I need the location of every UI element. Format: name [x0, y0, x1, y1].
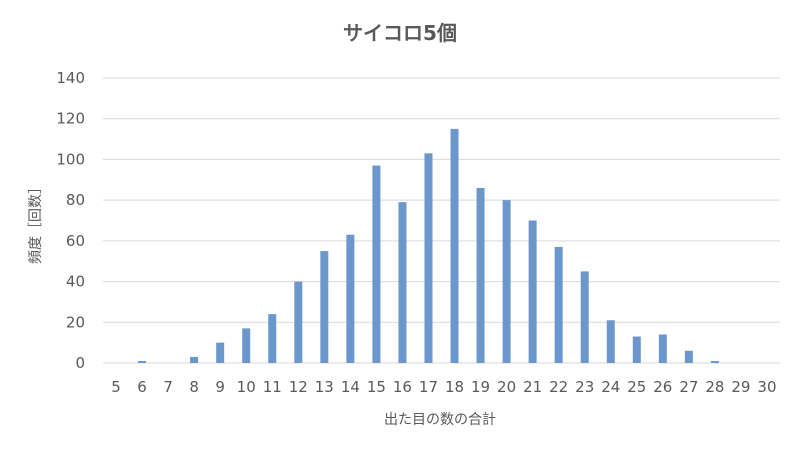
x-tick-label: 11: [263, 378, 282, 396]
x-tick-label: 21: [523, 378, 542, 396]
x-tick-label: 23: [575, 378, 594, 396]
y-axis-label: 頻度［回数］: [28, 180, 44, 264]
x-tick-label: 13: [315, 378, 334, 396]
y-tick-label: 40: [66, 273, 85, 291]
x-tick-label: 19: [471, 378, 490, 396]
bars: [138, 128, 719, 363]
bar-25: [632, 336, 641, 363]
x-tick-label: 30: [757, 378, 776, 396]
x-tick-label: 29: [731, 378, 750, 396]
bar-22: [554, 246, 563, 363]
x-tick-label: 15: [367, 378, 386, 396]
bar-20: [502, 200, 511, 363]
bar-19: [476, 187, 485, 363]
x-tick-labels: 5 6 7 8 9 10 11 12 13 14 15 16 17 18 19 20 21 22 23 24 25 26 2…: [111, 378, 776, 396]
x-tick-label: 8: [189, 378, 199, 396]
chart-title: サイコロ5個: [343, 21, 457, 45]
bar-18: [450, 128, 459, 363]
bar-8: [190, 356, 199, 363]
bar-21: [528, 220, 537, 363]
bar-27: [684, 350, 693, 363]
y-tick-label: 0: [75, 354, 85, 372]
bar-6: [138, 360, 147, 363]
y-tick-label: 20: [66, 313, 85, 331]
bar-26: [658, 334, 667, 363]
x-tick-label: 16: [393, 378, 412, 396]
y-tick-label: 100: [56, 150, 85, 168]
x-tick-label: 6: [137, 378, 147, 396]
x-tick-label: 12: [289, 378, 308, 396]
bar-16: [398, 202, 407, 363]
bar-11: [268, 314, 277, 363]
x-tick-label: 18: [445, 378, 464, 396]
x-tick-label: 22: [549, 378, 568, 396]
x-tick-label: 20: [497, 378, 516, 396]
bar-28: [710, 360, 719, 363]
x-tick-label: 17: [419, 378, 438, 396]
bar-15: [372, 165, 381, 363]
x-tick-label: 24: [601, 378, 620, 396]
x-tick-label: 28: [705, 378, 724, 396]
bar-23: [580, 271, 589, 363]
x-axis-label: 出た目の数の合計: [384, 412, 496, 428]
x-tick-label: 7: [163, 378, 173, 396]
x-tick-label: 26: [653, 378, 672, 396]
x-tick-label: 9: [215, 378, 225, 396]
x-tick-label: 5: [111, 378, 121, 396]
x-tick-label: 25: [627, 378, 646, 396]
bar-9: [216, 342, 225, 363]
y-tick-label: 80: [66, 191, 85, 209]
y-tick-label: 140: [56, 69, 85, 87]
bar-12: [294, 281, 303, 363]
bar-24: [606, 320, 615, 363]
bar-17: [424, 153, 433, 363]
x-tick-label: 14: [341, 378, 360, 396]
bar-13: [320, 251, 329, 363]
y-tick-label: 60: [66, 232, 85, 250]
bar-14: [346, 234, 355, 363]
x-tick-label: 10: [237, 378, 256, 396]
gridlines: [103, 77, 780, 364]
x-tick-label: 27: [679, 378, 698, 396]
y-tick-label: 120: [56, 110, 85, 128]
bar-10: [242, 328, 251, 363]
y-tick-labels: 0 20 40 60 80 100 120 140: [56, 69, 85, 372]
